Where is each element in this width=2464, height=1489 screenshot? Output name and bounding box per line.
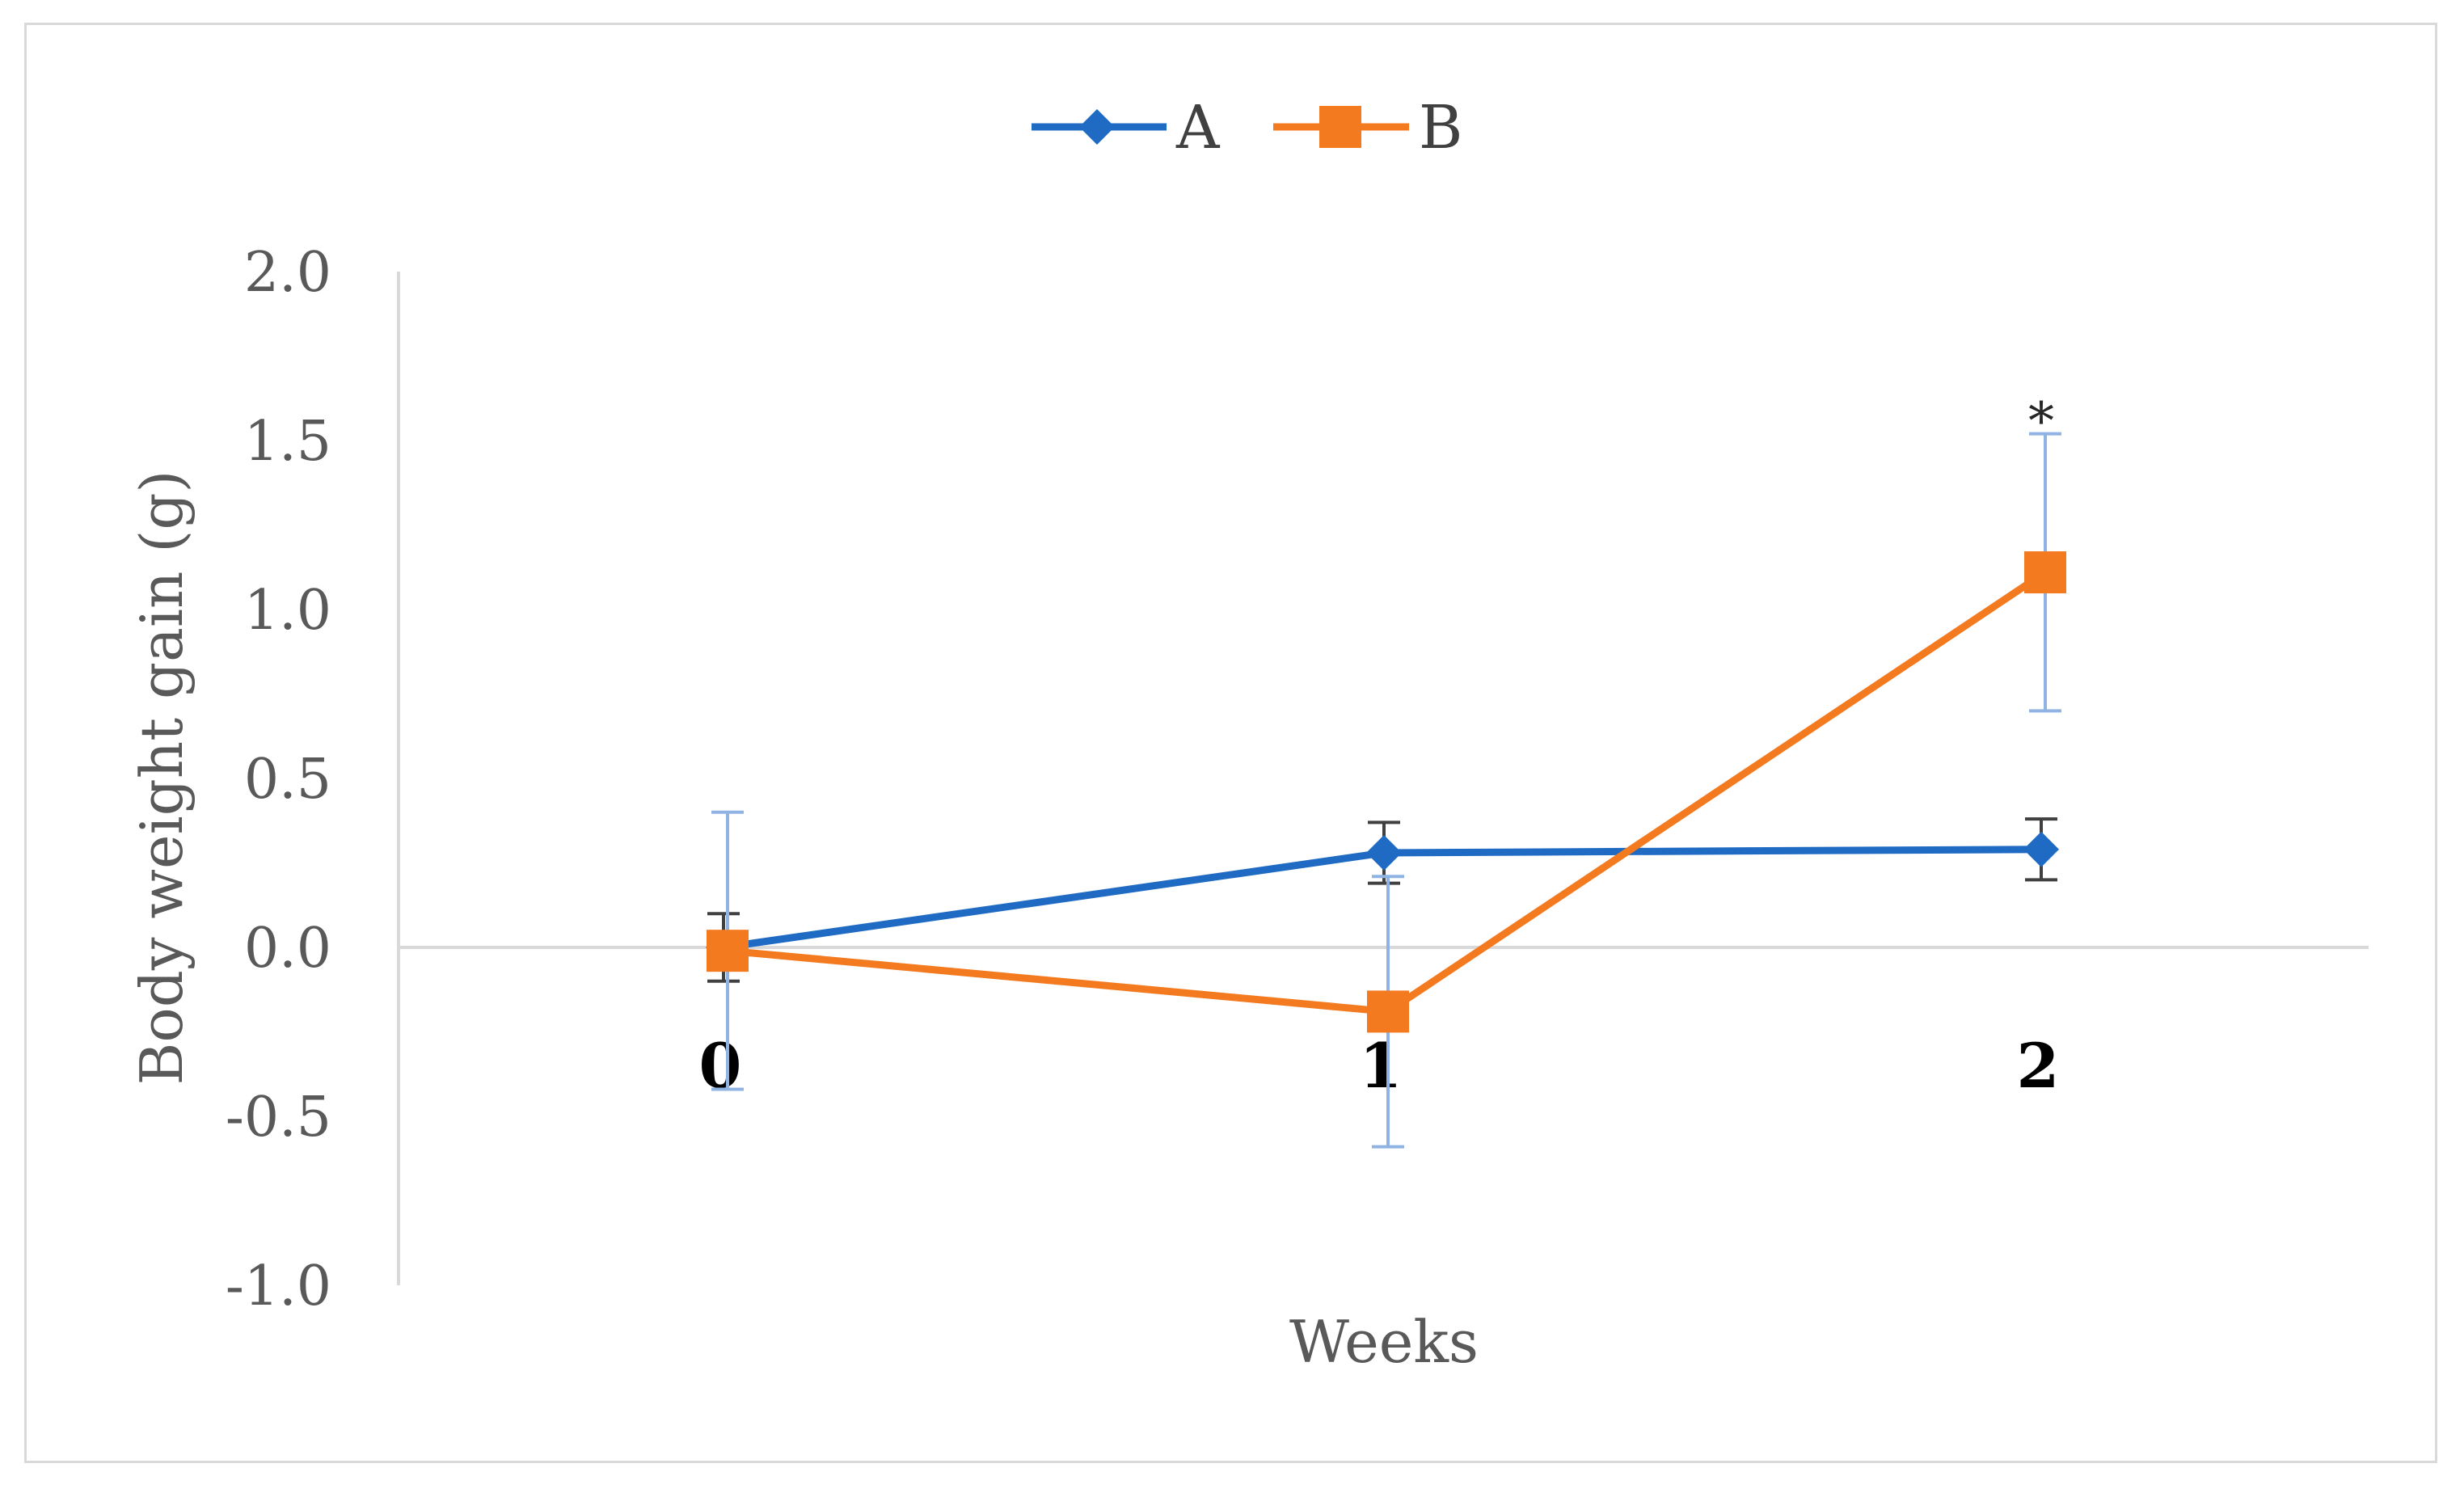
legend-item-a: A bbox=[1032, 93, 1221, 162]
legend-label: B bbox=[1419, 93, 1462, 162]
chart-frame bbox=[24, 23, 2437, 1463]
significance-marker: * bbox=[2028, 392, 2054, 452]
y-tick-label: -0.5 bbox=[226, 1086, 331, 1149]
legend-marker bbox=[1079, 109, 1115, 145]
y-axis-label: Body weight gain (g) bbox=[128, 470, 196, 1085]
y-tick-label: 1.5 bbox=[244, 410, 331, 474]
data-point bbox=[2024, 551, 2066, 594]
x-tick-label: 0 bbox=[699, 1030, 742, 1102]
x-tick-labels: 0 1 2 bbox=[699, 1030, 2060, 1102]
data-point bbox=[1366, 834, 1402, 871]
y-tick-label: 2.0 bbox=[244, 241, 331, 305]
legend-item-b: B bbox=[1273, 93, 1462, 162]
markers-b bbox=[707, 551, 2066, 1033]
error-bars-b bbox=[711, 432, 2061, 1149]
x-axis-label: Weeks bbox=[1289, 1308, 1479, 1376]
y-tick-label: 0.5 bbox=[244, 748, 331, 812]
data-point bbox=[2023, 831, 2059, 867]
x-tick-label: 2 bbox=[2017, 1030, 2060, 1102]
y-tick-labels: 2.0 1.5 1.0 0.5 0.0 -0.5 -1.0 bbox=[226, 241, 331, 1318]
legend-label: A bbox=[1175, 93, 1221, 162]
data-point bbox=[707, 930, 749, 972]
y-tick-label: 0.0 bbox=[244, 917, 331, 981]
y-tick-label: 1.0 bbox=[244, 579, 331, 643]
legend-marker bbox=[1319, 106, 1361, 148]
annotations: * bbox=[2028, 392, 2054, 452]
axes bbox=[397, 272, 2369, 1285]
data-point bbox=[1367, 990, 1409, 1033]
x-tick-label: 1 bbox=[1360, 1030, 1403, 1102]
y-tick-label: -1.0 bbox=[226, 1255, 331, 1318]
series-group bbox=[706, 432, 2066, 1149]
